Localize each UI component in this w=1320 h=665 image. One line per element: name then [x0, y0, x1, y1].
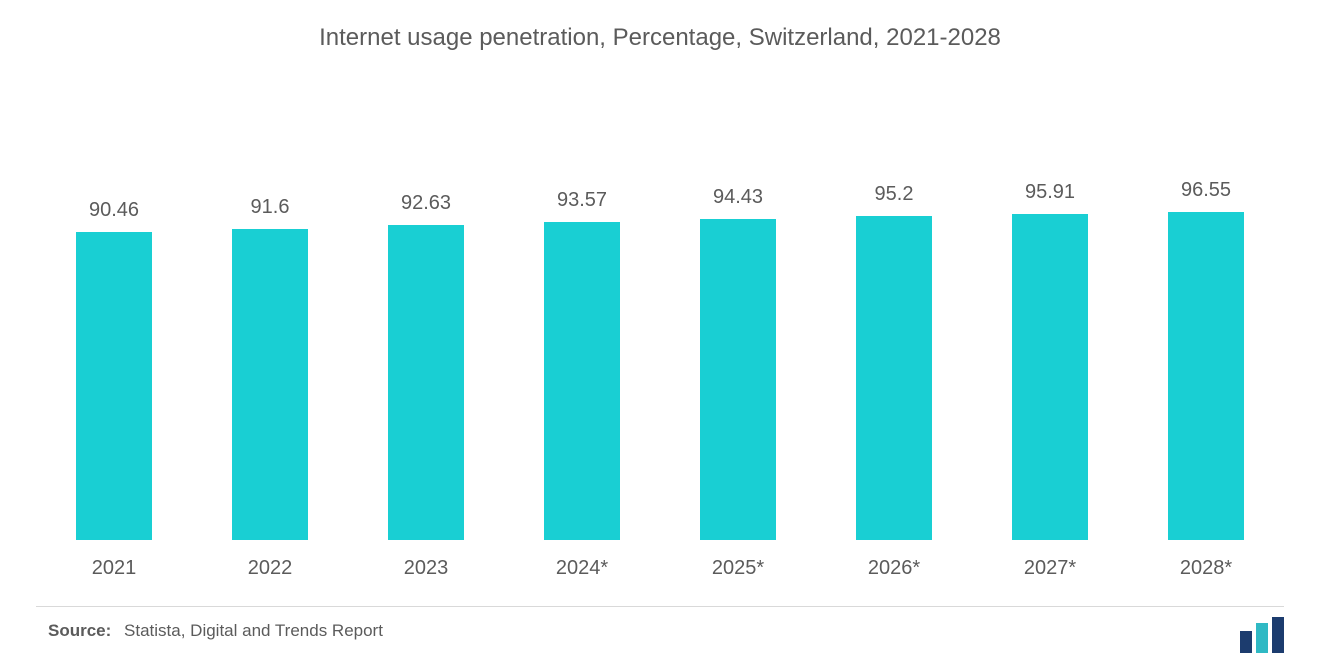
bars-group: 90.46 91.6 92.63 93.57 94.43 95.2 95.91 96.55 [36, 70, 1284, 540]
bar-slot: 94.43 [660, 70, 816, 540]
x-axis-label: 2024* [504, 557, 660, 580]
bar-slot: 95.2 [816, 70, 972, 540]
bar-slot: 93.57 [504, 70, 660, 540]
bar-value-label: 90.46 [89, 199, 139, 222]
plot-area: 90.46 91.6 92.63 93.57 94.43 95.2 95.91 96.55 [36, 70, 1284, 540]
bar [232, 229, 308, 540]
x-axis-labels: 2021202220232024*2025*2026*2027*2028* [36, 557, 1284, 580]
bar-value-label: 94.43 [713, 186, 763, 209]
x-axis-label: 2021 [36, 557, 192, 580]
bar-value-label: 95.91 [1025, 181, 1075, 204]
source-line: Source: Statista, Digital and Trends Rep… [48, 621, 383, 641]
bar [700, 219, 776, 540]
bar-value-label: 96.55 [1181, 179, 1231, 202]
x-axis-label: 2022 [192, 557, 348, 580]
bar [1168, 212, 1244, 540]
bar-value-label: 95.2 [875, 183, 914, 206]
source-label: Source: [48, 621, 111, 640]
x-axis-label: 2026* [816, 557, 972, 580]
x-axis-label: 2023 [348, 557, 504, 580]
bar [388, 225, 464, 540]
bar-slot: 90.46 [36, 70, 192, 540]
bar [856, 216, 932, 540]
x-axis-label: 2028* [1128, 557, 1284, 580]
source-text: Statista, Digital and Trends Report [124, 621, 383, 640]
bar-slot: 95.91 [972, 70, 1128, 540]
bar-value-label: 92.63 [401, 192, 451, 215]
bar [1012, 214, 1088, 540]
bar-slot: 92.63 [348, 70, 504, 540]
x-axis-label: 2025* [660, 557, 816, 580]
chart-title: Internet usage penetration, Percentage, … [0, 24, 1320, 52]
x-axis-label: 2027* [972, 557, 1128, 580]
bar-slot: 96.55 [1128, 70, 1284, 540]
chart-container: Internet usage penetration, Percentage, … [0, 0, 1320, 665]
bar-value-label: 93.57 [557, 189, 607, 212]
bar [544, 222, 620, 540]
footer-divider [36, 606, 1284, 607]
bar [76, 232, 152, 540]
bar-value-label: 91.6 [251, 196, 290, 219]
brand-logo-icon [1240, 617, 1284, 653]
bar-slot: 91.6 [192, 70, 348, 540]
